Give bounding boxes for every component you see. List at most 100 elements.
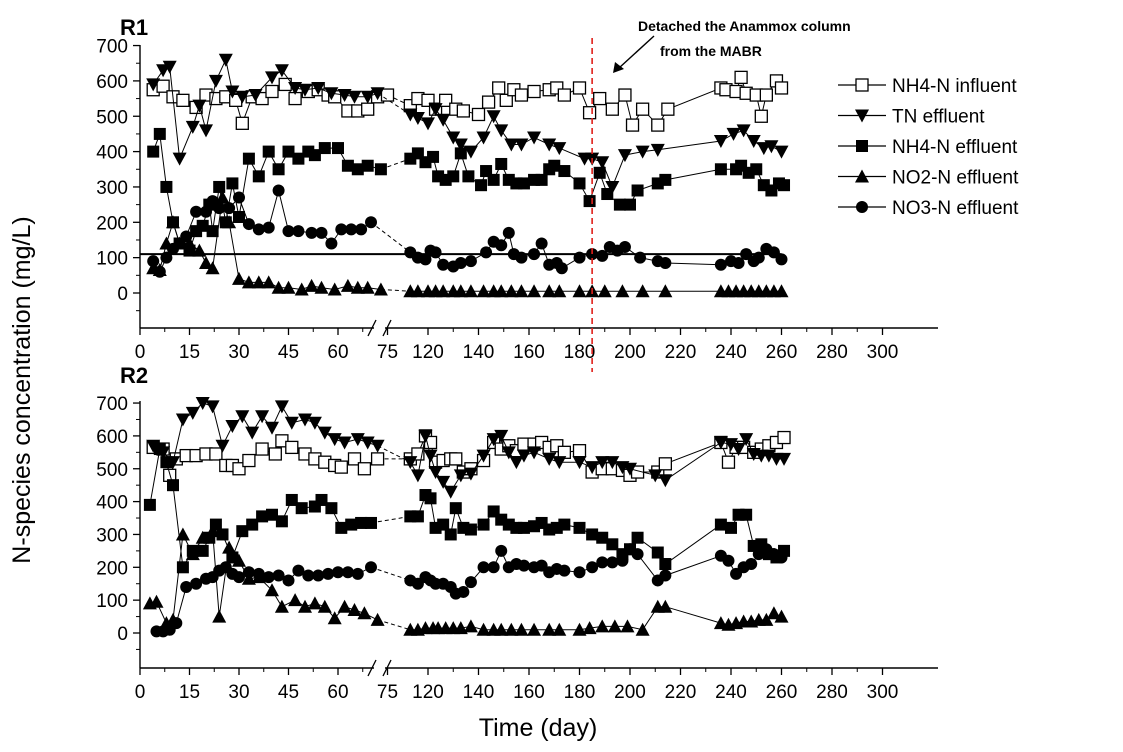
data-point	[494, 622, 509, 636]
data-point	[357, 462, 372, 476]
data-point	[360, 436, 375, 450]
data-point	[226, 177, 239, 190]
data-point	[542, 452, 557, 466]
y-tick-label: 700	[96, 394, 128, 415]
x-tick-label: 200	[614, 342, 646, 363]
data-point	[337, 89, 352, 103]
data-point	[504, 138, 519, 152]
data-point	[292, 564, 305, 577]
panel-label-r1: R1	[120, 15, 148, 40]
series-gap-line	[380, 288, 411, 292]
data-point	[605, 456, 620, 470]
data-point	[502, 226, 515, 239]
x-tick-label: 160	[513, 342, 545, 363]
data-point	[453, 469, 468, 483]
data-point	[572, 81, 587, 95]
data-point	[213, 180, 226, 193]
data-point	[285, 440, 299, 455]
data-point	[634, 251, 647, 264]
data-point	[586, 561, 599, 574]
data-point	[327, 282, 342, 296]
legend-label: NH4-N influent	[892, 76, 1017, 97]
x-tick-label: 220	[665, 682, 697, 703]
data-point	[651, 546, 664, 559]
data-point	[586, 528, 599, 541]
data-point	[172, 152, 187, 166]
data-point	[528, 248, 541, 261]
data-point	[631, 548, 644, 561]
data-point	[268, 447, 282, 461]
data-point	[766, 606, 781, 620]
data-point	[721, 455, 736, 469]
data-point	[233, 571, 245, 584]
data-point	[658, 457, 672, 471]
data-point	[307, 416, 322, 430]
data-point	[350, 433, 365, 447]
panel-r1: 0 100 200 300 400 500 600 700 0 15 30 45 60 75 120 140 1…	[96, 37, 938, 363]
data-point	[380, 88, 395, 102]
data-point	[153, 127, 166, 140]
data-point	[274, 64, 289, 78]
data-point	[439, 93, 453, 107]
data-point	[767, 246, 780, 259]
data-point	[464, 255, 477, 268]
data-point	[143, 498, 156, 511]
data-point	[149, 594, 164, 608]
data-point	[308, 500, 321, 513]
data-point	[775, 551, 788, 564]
data-point	[403, 456, 418, 470]
data-point	[552, 456, 567, 470]
data-point	[593, 166, 606, 179]
data-point	[527, 131, 542, 145]
data-point	[190, 205, 203, 218]
data-point	[456, 104, 471, 118]
data-point	[282, 574, 295, 587]
data-point	[774, 609, 789, 623]
data-point	[251, 275, 266, 289]
y-tick-label: 100	[96, 249, 128, 270]
data-point	[454, 256, 467, 269]
data-point	[476, 622, 491, 636]
data-point	[725, 521, 737, 534]
data-point	[242, 152, 255, 165]
data-point	[410, 112, 425, 126]
y-tick-label: 0	[117, 284, 128, 305]
data-point	[764, 140, 779, 154]
data-point	[501, 446, 516, 460]
data-point	[446, 131, 461, 145]
data-point	[606, 538, 619, 551]
x-tick-label: 75	[377, 342, 398, 363]
series-no2-n-effluent	[146, 190, 789, 298]
data-point	[659, 569, 672, 582]
data-point	[335, 521, 348, 534]
x-tick-label: 180	[564, 682, 596, 703]
data-point	[216, 528, 229, 541]
data-point	[212, 609, 227, 623]
data-point	[272, 163, 285, 176]
x-tick-label: 60	[327, 342, 348, 363]
data-point	[262, 145, 275, 158]
data-point	[318, 142, 331, 155]
data-point	[607, 619, 622, 633]
legend-label: NO2-N effluent	[892, 168, 1019, 189]
data-point	[162, 60, 177, 74]
data-point	[225, 85, 240, 99]
data-point	[623, 462, 637, 476]
data-point	[185, 406, 200, 420]
legend-entry: TN effluent	[838, 107, 985, 128]
data-point	[365, 516, 377, 529]
data-point	[307, 596, 322, 610]
legend-entry: NO2-N effluent	[838, 168, 1019, 189]
data-point	[255, 442, 269, 456]
data-point	[308, 149, 321, 162]
data-point	[527, 84, 541, 99]
data-point	[205, 400, 220, 414]
data-point	[361, 159, 374, 172]
data-point	[222, 215, 237, 229]
data-point	[341, 566, 354, 579]
data-point	[370, 612, 385, 626]
data-point	[147, 145, 160, 158]
x-axis-title: Time (day)	[479, 714, 598, 742]
data-point	[661, 102, 675, 116]
data-point	[252, 567, 265, 580]
